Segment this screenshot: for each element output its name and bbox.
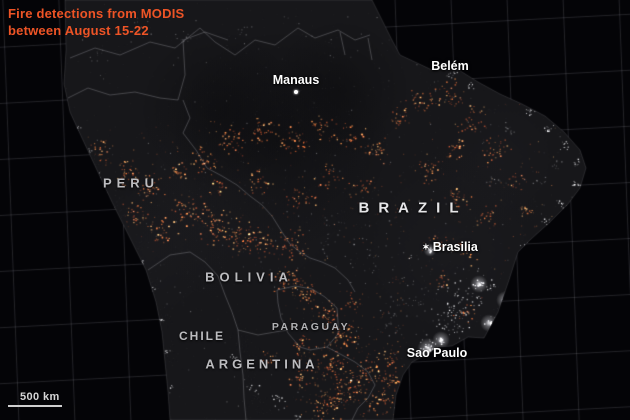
fire-map: Fire detections from MODIS between Augus…: [0, 0, 630, 420]
map-canvas: [0, 0, 630, 420]
